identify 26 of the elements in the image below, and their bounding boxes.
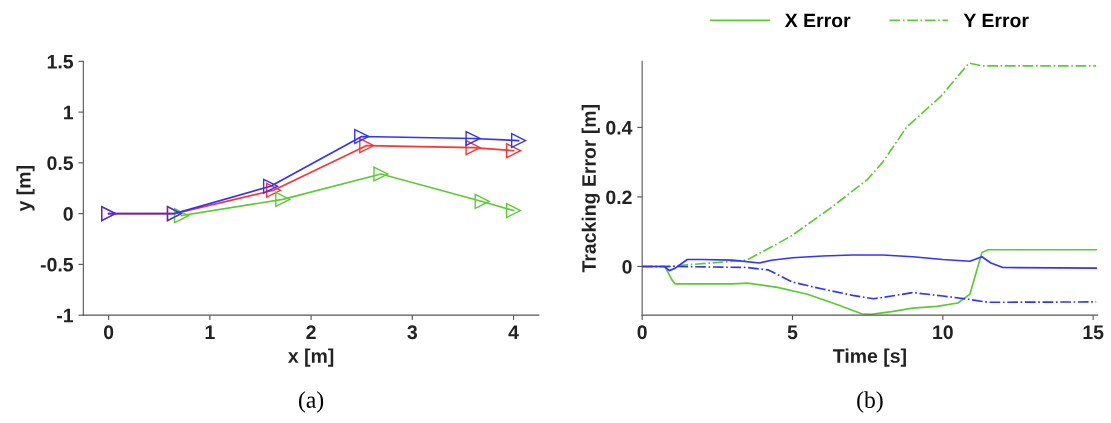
y-axis-title: y [m] [16, 166, 35, 212]
x-tick-label: 3 [407, 325, 418, 340]
y-axis-title: Tracking Error [m] [581, 105, 600, 273]
y-tick-label: 1 [64, 105, 74, 120]
x-axis-title: Time [s] [833, 348, 906, 367]
y-tick-label: -0.5 [40, 257, 74, 272]
x-axis-title: x [m] [287, 348, 334, 367]
y-tick-label: 0 [63, 207, 73, 221]
y-tick-label: -1 [57, 308, 74, 323]
x-tick-label: 2 [306, 325, 316, 339]
y-tick-label: 0.2 [606, 190, 632, 205]
y-tick-label: 0.4 [606, 120, 633, 135]
x-tick-label: 1 [205, 325, 215, 339]
x-tick-label: 15 [1083, 325, 1104, 340]
y-tick-label: 0.5 [47, 156, 74, 171]
x-tick-label: 5 [787, 325, 798, 340]
x-tick-label: 4 [508, 325, 519, 339]
y-tick-label: 1.5 [47, 55, 74, 69]
y-tick-label: 0 [622, 259, 632, 274]
legend-label: X Error [784, 13, 851, 28]
text: (b) [857, 391, 883, 413]
x-tick-label: 0 [637, 325, 647, 340]
x-tick-label: 0 [103, 325, 114, 340]
legend-label: Y Error [963, 13, 1029, 28]
x-tick-label: 10 [933, 325, 953, 340]
text: (a) [299, 391, 324, 413]
